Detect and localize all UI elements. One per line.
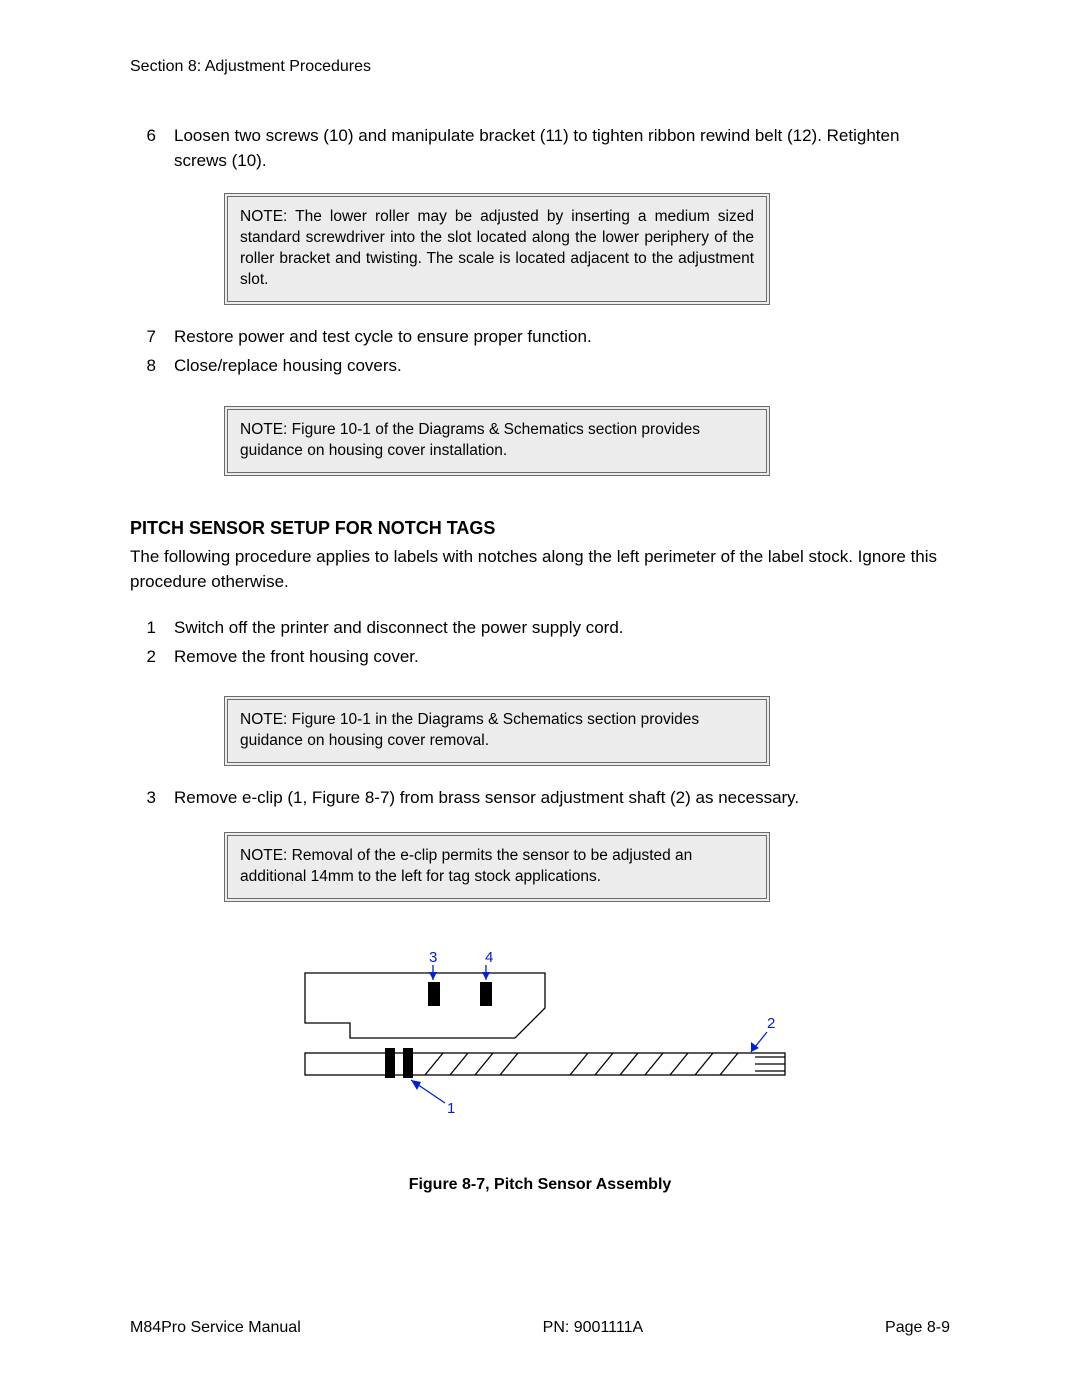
list-item: 7 Restore power and test cycle to ensure…	[130, 325, 950, 350]
section-intro: The following procedure applies to label…	[130, 545, 950, 594]
footer-center: PN: 9001111A	[543, 1319, 644, 1337]
section-header: Section 8: Adjustment Procedures	[130, 58, 950, 76]
callout-label-1: 1	[447, 1100, 455, 1117]
ordered-list-c: 1 Switch off the printer and disconnect …	[130, 616, 950, 669]
callout-label-2: 2	[767, 1015, 775, 1032]
list-item: 2 Remove the front housing cover.	[130, 645, 950, 670]
footer-right: Page 8-9	[885, 1319, 950, 1337]
page-footer: M84Pro Service Manual PN: 9001111A Page …	[130, 1319, 950, 1337]
figure-caption: Figure 8-7, Pitch Sensor Assembly	[130, 1176, 950, 1194]
list-number: 7	[130, 325, 156, 350]
list-text: Loosen two screws (10) and manipulate br…	[174, 124, 950, 173]
note-box: NOTE: Figure 10-1 of the Diagrams & Sche…	[224, 406, 770, 476]
list-number: 2	[130, 645, 156, 670]
list-number: 1	[130, 616, 156, 641]
list-item: 1 Switch off the printer and disconnect …	[130, 616, 950, 641]
note-box: NOTE: The lower roller may be adjusted b…	[224, 193, 770, 305]
footer-left: M84Pro Service Manual	[130, 1319, 301, 1337]
ordered-list-d: 3 Remove e-clip (1, Figure 8-7) from bra…	[130, 786, 950, 811]
section-title: PITCH SENSOR SETUP FOR NOTCH TAGS	[130, 518, 950, 539]
list-number: 6	[130, 124, 156, 173]
ordered-list-a: 6 Loosen two screws (10) and manipulate …	[130, 124, 950, 173]
note-box: NOTE: Removal of the e-clip permits the …	[224, 832, 770, 902]
list-text: Remove e-clip (1, Figure 8-7) from brass…	[174, 786, 950, 811]
list-text: Close/replace housing covers.	[174, 354, 950, 379]
pitch-sensor-svg: 3 4 2 1	[285, 948, 795, 1128]
list-text: Restore power and test cycle to ensure p…	[174, 325, 950, 350]
list-text: Switch off the printer and disconnect th…	[174, 616, 950, 641]
list-item: 6 Loosen two screws (10) and manipulate …	[130, 124, 950, 173]
list-number: 3	[130, 786, 156, 811]
callout-label-4: 4	[485, 949, 493, 966]
list-item: 3 Remove e-clip (1, Figure 8-7) from bra…	[130, 786, 950, 811]
list-text: Remove the front housing cover.	[174, 645, 950, 670]
list-item: 8 Close/replace housing covers.	[130, 354, 950, 379]
figure-pitch-sensor: 3 4 2 1	[130, 948, 950, 1128]
ordered-list-b: 7 Restore power and test cycle to ensure…	[130, 325, 950, 378]
note-box: NOTE: Figure 10-1 in the Diagrams & Sche…	[224, 696, 770, 766]
list-number: 8	[130, 354, 156, 379]
callout-label-3: 3	[429, 949, 437, 966]
